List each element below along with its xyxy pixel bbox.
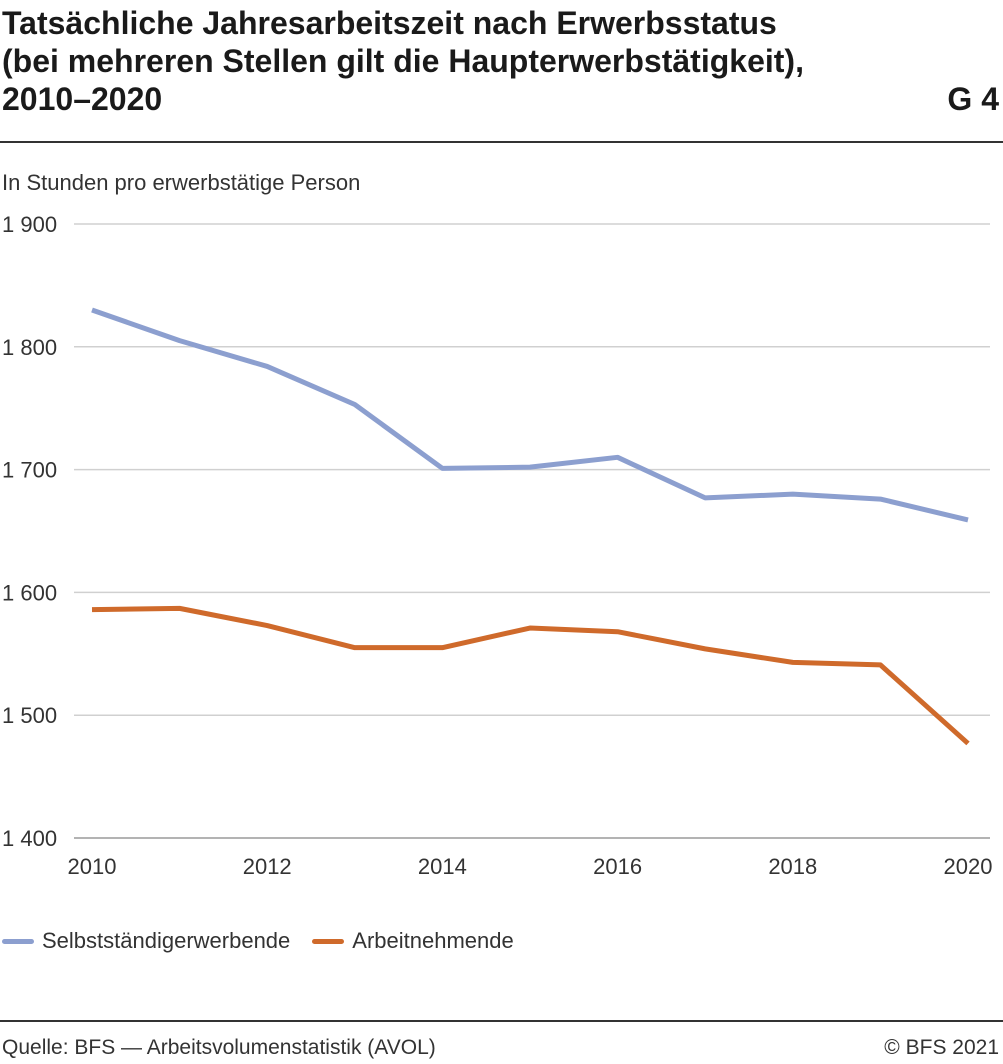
figure-id: G 4 — [947, 81, 999, 117]
x-tick-label: 2012 — [243, 854, 292, 879]
source-note: Quelle: BFS — Arbeitsvolumenstatistik (A… — [2, 1036, 436, 1059]
legend-label-selbststaendig: Selbstständigerwerbende — [42, 928, 291, 953]
top-rule — [0, 141, 1003, 143]
legend-swatch-selbststaendig — [2, 938, 34, 944]
y-tick-label: 1 900 — [2, 212, 57, 237]
y-tick-label: 1 600 — [2, 580, 57, 605]
y-tick-label: 1 400 — [2, 826, 57, 851]
series-line-arbeitnehmende[interactable] — [91, 605, 970, 746]
legend: Selbstständigerwerbende Arbeitnehmende — [2, 928, 536, 954]
x-tick-label: 2014 — [418, 854, 467, 879]
chart-title: Tatsächliche Jahresarbeitszeit nach Erwe… — [2, 4, 902, 118]
title-line-2: (bei mehreren Stellen gilt die Haupterwe… — [2, 43, 804, 79]
y-tick-label: 1 700 — [2, 458, 57, 483]
x-tick-label: 2010 — [68, 854, 117, 879]
copyright-note: © BFS 2021 — [884, 1036, 999, 1059]
y-tick-labels: 1 400 1 500 1 600 1 700 1 800 1 900 — [2, 212, 57, 851]
line-chart: In Stunden pro erwerbstätige Person 1 40… — [2, 170, 993, 879]
bottom-rule — [0, 1020, 1003, 1022]
x-tick-label: 2018 — [768, 854, 817, 879]
x-tick-label: 2016 — [593, 854, 642, 879]
grid-layer — [74, 223, 990, 839]
x-tick-labels: 2010 2012 2014 2016 2018 2020 — [68, 854, 993, 879]
series-layer — [91, 307, 970, 746]
y-tick-label: 1 800 — [2, 335, 57, 360]
legend-item-selbststaendig[interactable]: Selbstständigerwerbende — [2, 928, 290, 954]
y-axis-unit-label: In Stunden pro erwerbstätige Person — [2, 170, 360, 195]
legend-label-arbeitnehmende: Arbeitnehmende — [352, 928, 514, 953]
title-line-3: 2010–2020 — [2, 81, 163, 117]
series-line-selbststaendig[interactable] — [91, 307, 969, 523]
title-line-1: Tatsächliche Jahresarbeitszeit nach Erwe… — [2, 5, 777, 41]
legend-item-arbeitnehmende[interactable]: Arbeitnehmende — [312, 928, 514, 954]
legend-swatch-arbeitnehmende — [312, 938, 345, 944]
x-tick-label: 2020 — [944, 854, 993, 879]
y-tick-label: 1 500 — [2, 703, 57, 728]
